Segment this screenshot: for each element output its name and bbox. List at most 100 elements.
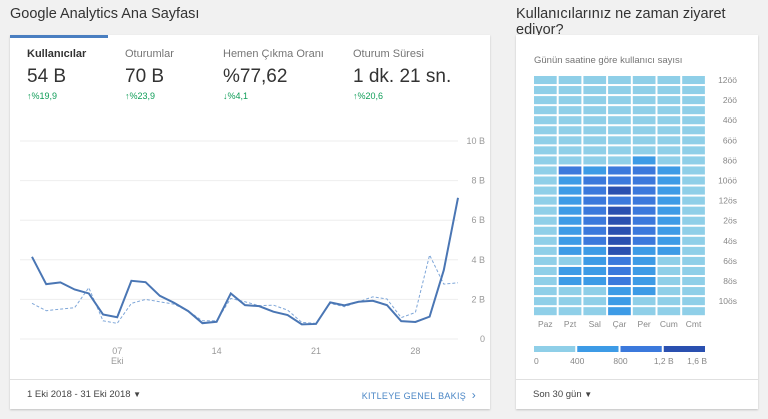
- heatmap-cell: [682, 116, 705, 125]
- heatmap-cell: [682, 106, 705, 115]
- metric-label: Hemen Çıkma Oranı: [223, 48, 324, 60]
- caret-down-icon: ▼: [584, 390, 593, 399]
- heatmap-cell: [632, 246, 656, 255]
- arrow-up-icon: ↑: [27, 91, 32, 101]
- heatmap-cell: [534, 297, 557, 306]
- heatmap-title: Günün saatine göre kullanıcı sayısı: [534, 55, 683, 66]
- heatmap-cell: [657, 76, 681, 85]
- heatmap-cell: [682, 176, 705, 185]
- heatmap-cell: [657, 176, 681, 185]
- heatmap-cell: [608, 307, 631, 316]
- heatmap-cell: [657, 266, 681, 275]
- heatmap-cell: [558, 266, 582, 275]
- heatmap-cell: [682, 277, 705, 286]
- heatmap-cell: [682, 86, 705, 95]
- heatmap-cell: [608, 236, 631, 245]
- heatmap-cell: [583, 216, 607, 225]
- heatmap-cell: [608, 146, 631, 155]
- heatmap-cell: [583, 226, 607, 235]
- heatmap-cell: [608, 216, 631, 225]
- heatmap-cell: [583, 266, 607, 275]
- heatmap-cell: [632, 216, 656, 225]
- heatmap-cell: [608, 287, 631, 296]
- heatmap-cell: [583, 136, 607, 145]
- heatmap-cell: [583, 307, 607, 316]
- heatmap-cell: [583, 246, 607, 255]
- heatmap-cell: [534, 116, 557, 125]
- x-tick-label: 21: [311, 346, 321, 356]
- heatmap-cell: [682, 166, 705, 175]
- heatmap-cell: [583, 186, 607, 195]
- heatmap-cell: [657, 246, 681, 255]
- metric-label: Oturumlar: [125, 48, 174, 60]
- row-label: 6öö: [723, 135, 737, 145]
- x-tick-label: 28: [410, 346, 420, 356]
- date-range-selector[interactable]: 1 Eki 2018 - 31 Eki 2018 ▼: [27, 389, 142, 400]
- heatmap-cell: [558, 156, 582, 165]
- row-label: 8öö: [723, 155, 737, 165]
- heatmap-cell: [608, 76, 631, 85]
- heatmap-cell: [534, 156, 557, 165]
- heatmap-cell: [632, 166, 656, 175]
- heatmap-cell: [608, 116, 631, 125]
- heatmap-cell: [682, 206, 705, 215]
- heatmap-cell: [657, 186, 681, 195]
- heatmap-cell: [608, 206, 631, 215]
- heatmap-cell: [534, 226, 557, 235]
- metric-change: ↑%23,9: [125, 91, 156, 101]
- metric-tab-session-duration[interactable]: Oturum Süresi 1 dk. 21 sn. ↑%20,6: [353, 48, 451, 101]
- heatmap-cell: [682, 96, 705, 105]
- heatmap-cell: [608, 246, 631, 255]
- heatmap-cell: [608, 136, 631, 145]
- heatmap-cell: [608, 226, 631, 235]
- metric-tab-users[interactable]: Kullanıcılar 54 B ↑%19,9: [27, 48, 86, 101]
- heatmap-cell: [682, 156, 705, 165]
- legend-swatch: [577, 346, 619, 352]
- caret-down-icon: ▼: [133, 390, 142, 399]
- heatmap-cell: [534, 126, 557, 135]
- heatmap-cell: [632, 76, 656, 85]
- heatmap-cell: [534, 206, 557, 215]
- heatmap-cell: [558, 287, 582, 296]
- heatmap-cell: [534, 86, 557, 95]
- heatmap-cell: [632, 236, 656, 245]
- heatmap-cell: [608, 96, 631, 105]
- heatmap-cell: [534, 136, 557, 145]
- heatmap-cell: [632, 256, 656, 265]
- heatmap-cell: [534, 216, 557, 225]
- heatmap-cell: [558, 176, 582, 185]
- heatmap-cell: [657, 206, 681, 215]
- heatmap-cell: [608, 126, 631, 135]
- heatmap-cell: [534, 166, 557, 175]
- heatmap-cell: [583, 76, 607, 85]
- column-label: Cmt: [686, 319, 702, 329]
- heatmap-cell: [682, 236, 705, 245]
- heatmap-cell: [534, 106, 557, 115]
- legend-tick-label: 800: [613, 356, 627, 366]
- heatmap-cell: [632, 266, 656, 275]
- y-tick-label: 6 B: [471, 215, 485, 225]
- metric-change: ↓%4,1: [223, 91, 249, 101]
- period-selector[interactable]: Son 30 gün ▼: [533, 389, 593, 400]
- heatmap-cell: [534, 146, 557, 155]
- heatmap-cell: [657, 96, 681, 105]
- heatmap-cell: [534, 96, 557, 105]
- metric-tab-bounce-rate[interactable]: Hemen Çıkma Oranı %77,62 ↓%4,1: [223, 48, 324, 101]
- heatmap-cell: [632, 186, 656, 195]
- heatmap-cell: [682, 266, 705, 275]
- audience-overview-link[interactable]: KITLEYE GENEL BAKIŞ ›: [361, 387, 476, 402]
- heatmap-cell: [558, 136, 582, 145]
- heatmap-cell: [558, 166, 582, 175]
- heatmap-cell: [534, 287, 557, 296]
- heatmap-cell: [632, 116, 656, 125]
- column-label: Çar: [613, 319, 627, 329]
- heatmap-cell: [608, 86, 631, 95]
- legend-tick-label: 1,6 B: [687, 356, 707, 366]
- y-tick-label: 8 B: [471, 176, 485, 186]
- metric-tab-sessions[interactable]: Oturumlar 70 B ↑%23,9: [125, 48, 174, 101]
- heatmap-cell: [608, 106, 631, 115]
- heatmap-cell: [583, 146, 607, 155]
- heatmap-cell: [583, 287, 607, 296]
- heatmap-cell: [558, 146, 582, 155]
- legend-swatch: [620, 346, 662, 352]
